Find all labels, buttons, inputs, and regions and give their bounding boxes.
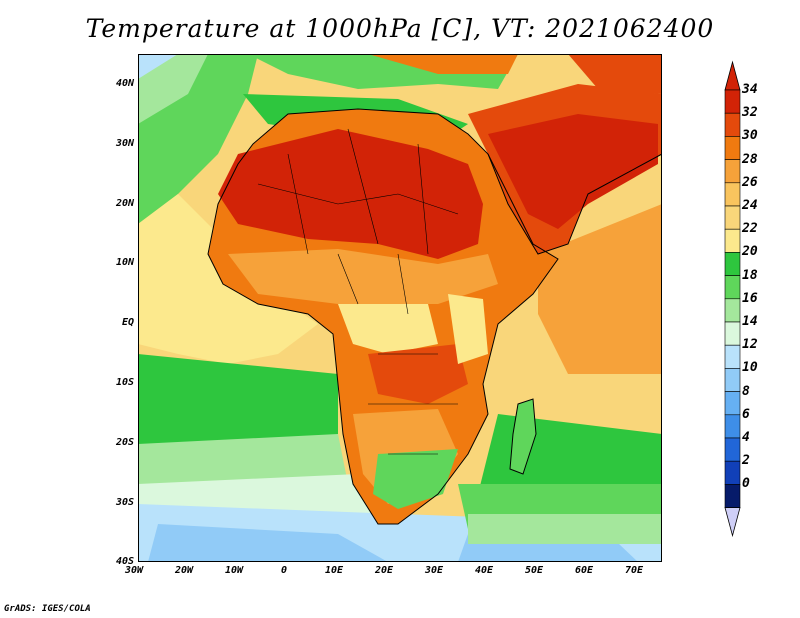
colorbar-segment bbox=[724, 159, 741, 184]
colorbar-tick-label: 2 bbox=[742, 453, 750, 469]
colorbar-segment bbox=[724, 89, 741, 114]
colorbar-tick-label: 6 bbox=[742, 406, 750, 422]
ocean-cool-nw3 bbox=[138, 54, 178, 79]
central-asia bbox=[568, 54, 662, 94]
europe-warm bbox=[368, 54, 518, 74]
madagascar bbox=[510, 399, 536, 474]
longitude-tick-label: 20E bbox=[374, 565, 394, 576]
colorbar bbox=[724, 60, 741, 538]
map-title: Temperature at 1000hPa [C], VT: 20210624… bbox=[85, 14, 715, 43]
longitude-tick-label: 0 bbox=[280, 565, 288, 576]
latitude-tick-label: 10N bbox=[115, 257, 134, 269]
latitude-tick-label: 30N bbox=[115, 137, 134, 149]
ocean-cool-nw2 bbox=[138, 54, 208, 124]
africa-coastline bbox=[207, 108, 559, 525]
map-panel bbox=[138, 54, 662, 562]
latitude-tick-label: 40N bbox=[115, 78, 134, 89]
colorbar-tick-label: 16 bbox=[742, 290, 758, 306]
colorbar-segment bbox=[724, 228, 741, 253]
latitude-tick-label: 30S bbox=[115, 496, 134, 508]
arabia-coastline bbox=[487, 153, 662, 255]
latitude-tick-label: 20S bbox=[115, 436, 134, 448]
latitude-tick-label: 20N bbox=[115, 197, 134, 209]
colorbar-segment bbox=[724, 298, 741, 323]
colorbar-segment bbox=[724, 344, 741, 369]
east-africa-highlands bbox=[448, 294, 488, 364]
congo-basin bbox=[338, 304, 438, 354]
colorbar-segment bbox=[724, 275, 741, 300]
colorbar-segment bbox=[724, 321, 741, 346]
south-central-warm bbox=[368, 344, 468, 404]
temperature-map bbox=[138, 54, 662, 562]
colorbar-tick-label: 32 bbox=[742, 105, 758, 121]
longitude-tick-label: 30E bbox=[424, 565, 444, 576]
colorbar-tick-label: 18 bbox=[742, 267, 758, 283]
colorbar-segment bbox=[724, 414, 741, 439]
indian-warm bbox=[538, 204, 662, 374]
colorbar-tick-label: 8 bbox=[742, 383, 750, 399]
colorbar-tick-label: 26 bbox=[742, 174, 758, 190]
sahel-band bbox=[228, 249, 498, 304]
map-border bbox=[138, 54, 662, 562]
colorbar-segment bbox=[724, 252, 741, 276]
colorbar-tick-label: 0 bbox=[742, 476, 750, 492]
arabia-hot bbox=[488, 114, 658, 229]
colorbar-tick-label: 22 bbox=[742, 221, 758, 237]
latitude-tick-label: 40S bbox=[115, 556, 134, 568]
colorbar-segment bbox=[724, 460, 741, 485]
colorbar-tick-label: 10 bbox=[742, 360, 758, 376]
colorbar-segment bbox=[724, 484, 741, 508]
country-borders bbox=[257, 128, 459, 455]
longitude-tick-label: 50E bbox=[524, 565, 544, 576]
madagascar-coastline bbox=[509, 398, 537, 475]
colorbar-segment bbox=[724, 112, 741, 137]
colorbar-tick-label: 30 bbox=[742, 128, 758, 144]
colorbar-tick-label: 12 bbox=[742, 337, 758, 353]
longitude-tick-label: 70E bbox=[624, 565, 644, 576]
colorbar-segment bbox=[724, 136, 741, 160]
colorbar-under-triangle bbox=[724, 507, 741, 538]
longitude-tick-label: 40E bbox=[474, 565, 494, 576]
longitude-tick-label: 30W bbox=[124, 565, 144, 576]
longitude-tick-label: 20W bbox=[174, 565, 194, 576]
longitude-tick-label: 60E bbox=[574, 565, 594, 576]
colorbar-tick-label: 28 bbox=[742, 151, 758, 167]
colorbar-segment bbox=[724, 437, 741, 462]
longitude-tick-label: 10E bbox=[324, 565, 344, 576]
colorbar-tick-label: 24 bbox=[742, 198, 758, 213]
colorbar-over-triangle bbox=[724, 60, 741, 91]
southern-africa-cool bbox=[373, 449, 458, 509]
colorbar-segment bbox=[724, 182, 741, 207]
colorbar-tick-label: 14 bbox=[742, 314, 758, 329]
credit-text: GrADS: IGES/COLA bbox=[4, 604, 91, 614]
ocean-band-12 bbox=[148, 524, 388, 562]
longitude-tick-label: 10W bbox=[224, 565, 244, 576]
colorbar-tick-label: 4 bbox=[742, 430, 750, 445]
sahara-hot bbox=[218, 129, 483, 259]
colorbar-segment bbox=[724, 368, 741, 392]
indian-band-16 bbox=[468, 514, 662, 544]
latitude-tick-label: 10S bbox=[115, 377, 134, 388]
colorbar-tick-label: 20 bbox=[742, 244, 758, 260]
latitude-tick-label: EQ bbox=[121, 317, 134, 329]
colorbar-segment bbox=[724, 391, 741, 416]
colorbar-segment bbox=[724, 205, 741, 230]
colorbar-tick-label: 34 bbox=[742, 82, 758, 97]
